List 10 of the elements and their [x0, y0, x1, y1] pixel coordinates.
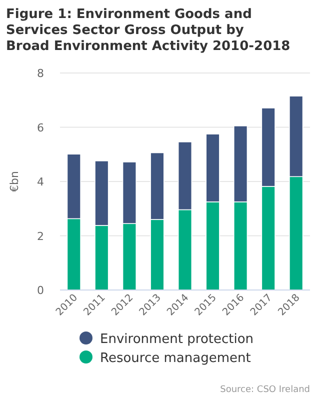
source-note: Source: CSO Ireland [220, 385, 310, 395]
y-axis-title: €bn [8, 170, 21, 192]
legend-label: Environment protection [100, 332, 254, 347]
y-tick-label: 4 [37, 176, 44, 188]
y-tick-label: 6 [37, 121, 44, 134]
y-tick-label: 0 [37, 284, 44, 297]
y-tick-label: 2 [37, 230, 44, 243]
legend-label: Resource management [100, 351, 251, 366]
chart-title: Figure 1: Environment Goods and Services Sector Gross Output by Broad Environment Activity 2010-2018 [6, 7, 290, 54]
y-tick-label: 8 [37, 67, 44, 80]
